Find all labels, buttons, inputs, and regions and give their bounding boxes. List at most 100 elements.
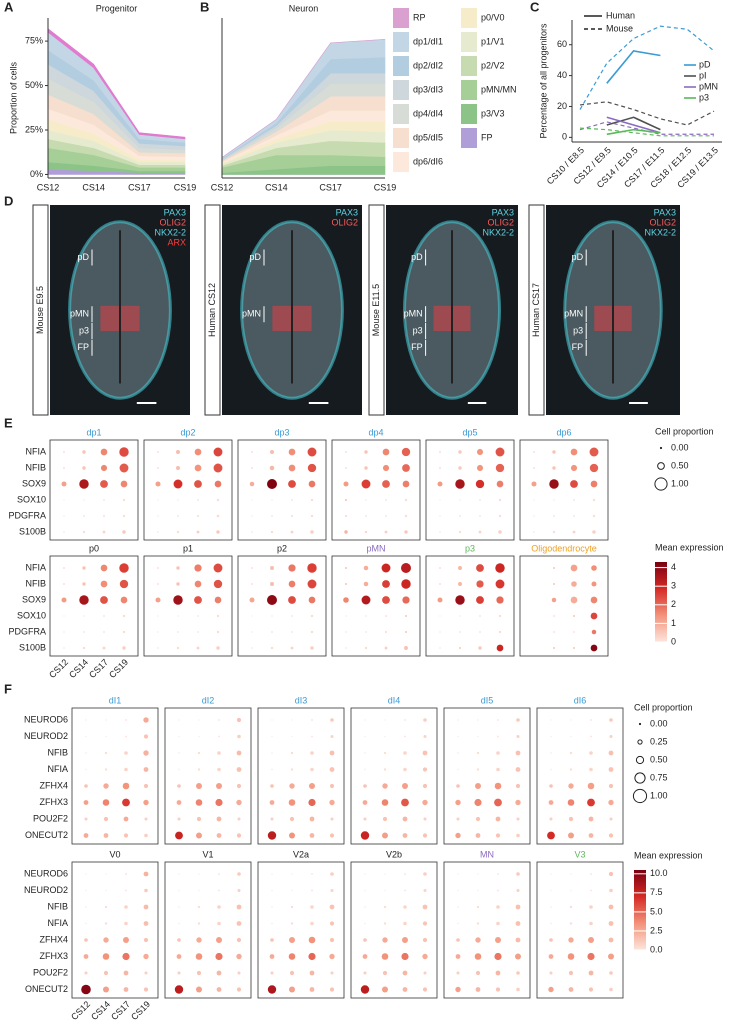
panel-title: V1 [202,849,213,859]
side-label: Mouse E11.5 [371,284,381,336]
dot [124,751,128,755]
region-label: pMN [564,309,583,319]
dot [404,646,408,650]
dot [364,719,366,721]
legend-swatch [393,56,409,76]
dot [383,905,387,909]
dot [552,566,556,570]
size-key-label: 0.50 [650,754,668,764]
dot [383,768,387,771]
line-series [607,43,714,83]
dot [288,953,296,960]
dot [85,889,87,892]
legend-label: p2/V2 [481,60,505,70]
line-series [579,121,714,135]
dot [308,798,316,807]
dot [217,751,221,755]
dot [251,451,253,453]
dot [404,719,406,721]
legend-swatch [461,128,477,148]
dot [553,631,555,633]
dot [515,767,521,772]
size-key-label: 0.50 [671,460,689,470]
dot [143,717,149,723]
dot [143,921,149,926]
dot [570,480,578,488]
dot [124,921,128,926]
dot [122,514,126,518]
dot [402,833,408,838]
dot [476,564,484,572]
dot [402,987,408,992]
dot [157,583,159,585]
dot [236,987,242,992]
dot [214,596,222,604]
panel-title: dI6 [574,695,587,705]
dot [385,615,387,617]
dot [381,563,391,573]
dot [63,615,65,617]
size-key-label: 0.25 [650,736,668,746]
gene-label: NFIA [47,764,68,774]
dot [271,719,273,721]
dot [608,904,614,910]
dot [102,646,106,650]
y-axis-label: Percentage of all progenitors [538,23,548,139]
dot [82,582,86,586]
dot [271,615,273,617]
x-tick-label: CS19 [374,182,397,192]
dot [194,448,202,456]
dot [83,615,85,617]
dot [495,816,501,822]
dot [288,448,296,456]
dot [422,904,428,910]
y-tick-label: 20 [557,101,567,111]
legend-label: p0/V0 [481,12,505,22]
dot [364,922,366,925]
dot [590,612,598,620]
dot [382,464,390,472]
dot [330,872,334,876]
dot [176,566,180,570]
dot [197,631,199,633]
dot [216,816,222,822]
dot [310,498,314,502]
dot [194,464,202,472]
dot [310,751,314,755]
dot [178,768,180,771]
dot [269,465,275,471]
legend-label: dp3/dI3 [413,84,443,94]
dot [550,889,552,892]
dot [402,937,408,943]
dot [608,783,614,789]
dot [125,889,127,892]
dot [477,889,479,892]
dot [568,970,574,976]
legend-swatch [393,8,409,28]
dot [573,631,575,633]
side-label: Human CS12 [207,283,217,337]
dot [422,783,428,789]
x-tick-label: CS12 [211,182,234,192]
dot [457,889,459,892]
dot [311,735,313,738]
dot [122,798,130,807]
y-tick-label: 0% [30,169,43,179]
colorbar-label: 2.5 [650,925,663,935]
dot [270,784,274,788]
dot [288,799,296,806]
dot [63,647,65,649]
dot [550,873,552,875]
chart-title: Progenitor [96,3,138,13]
dot [81,984,91,995]
dot [144,817,148,821]
dot [496,905,500,909]
dot [271,906,273,908]
dot [216,514,220,518]
dot [251,515,253,517]
panel-title: p1 [183,543,193,553]
dot [552,530,556,534]
x-tick-label: CS12 [37,182,60,192]
dot [364,735,366,738]
dot [329,799,335,806]
